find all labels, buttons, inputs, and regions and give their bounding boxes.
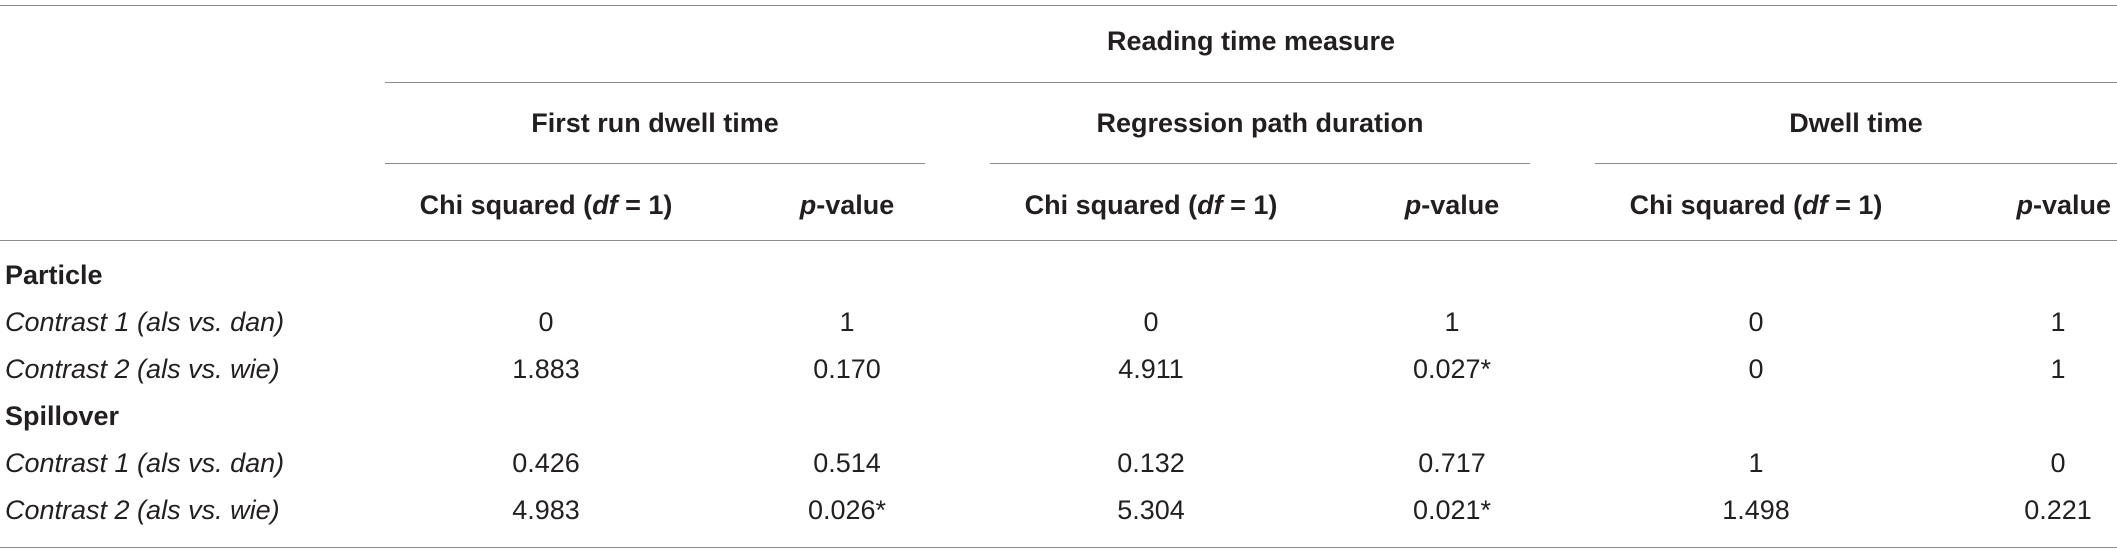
cell-value: 1	[839, 307, 855, 337]
header-bottom-rule	[0, 240, 2117, 241]
cell-value: 4.911	[1118, 354, 1184, 384]
measure-header-first-run: First run dwell time	[531, 108, 779, 138]
measure-header-dwell: Dwell time	[1789, 108, 1923, 138]
group-rule	[385, 82, 2117, 83]
top-rule	[0, 5, 2117, 6]
cell-value: 0	[1748, 354, 1764, 384]
row-label: Contrast 1 (als vs. dan)	[5, 307, 285, 337]
cell-value: 1	[2050, 307, 2066, 337]
chi-label-pre: Chi squared (	[1629, 190, 1803, 220]
measure-rule-dwell	[1595, 163, 2117, 164]
p-italic: p	[799, 190, 817, 220]
col-header-chi-2: Chi squared (df = 1)	[1025, 189, 1278, 221]
chi-label-post: = 1)	[1222, 190, 1278, 220]
col-header-chi-1: Chi squared (df = 1)	[420, 189, 673, 221]
row-label: Contrast 2 (als vs. wie)	[5, 495, 280, 525]
row-label: Contrast 2 (als vs. wie)	[5, 354, 280, 384]
col-header-p-3: p-value	[2016, 189, 2111, 221]
cell-value: 0.717	[1418, 448, 1486, 478]
section-title-particle: Particle	[5, 260, 103, 290]
cell-value: 1	[1444, 307, 1460, 337]
chi-label-pre: Chi squared (	[1024, 190, 1198, 220]
cell-value: 0.514	[813, 448, 881, 478]
cell-value: 5.304	[1117, 495, 1185, 525]
measure-rule-first-run	[385, 163, 925, 164]
df-label: df	[1197, 190, 1223, 220]
measure-rule-regression	[990, 163, 1530, 164]
cell-value: 1	[2050, 354, 2066, 384]
col-header-p-2: p-value	[1405, 189, 1500, 221]
cell-value: 1.498	[1722, 495, 1790, 525]
cell-value: 1.883	[512, 354, 580, 384]
cell-value: 0	[538, 307, 554, 337]
p-rest: -value	[1421, 190, 1500, 220]
p-italic: p	[2016, 190, 2033, 220]
cell-value: 0	[1143, 307, 1159, 337]
df-label: df	[592, 190, 618, 220]
group-header: Reading time measure	[1106, 26, 1396, 56]
cell-value: 0.132	[1117, 448, 1185, 478]
measure-header-regression: Regression path duration	[1096, 108, 1424, 138]
chi-label-post: = 1)	[1827, 190, 1883, 220]
cell-value: 0.221	[2024, 495, 2092, 525]
cell-value: 1	[1748, 448, 1764, 478]
chi-label-pre: Chi squared (	[419, 190, 593, 220]
cell-value: 0.026*	[807, 495, 887, 525]
cell-value: 0.027*	[1412, 354, 1492, 384]
bottom-rule	[0, 547, 2117, 548]
p-rest: -value	[816, 190, 895, 220]
cell-value: 0	[2050, 448, 2066, 478]
col-header-p-1: p-value	[800, 189, 895, 221]
cell-value: 0.170	[813, 354, 881, 384]
cell-value: 0.021*	[1412, 495, 1492, 525]
col-header-chi-3: Chi squared (df = 1)	[1630, 189, 1883, 221]
row-label: Contrast 1 (als vs. dan)	[5, 448, 285, 478]
cell-value: 4.983	[512, 495, 580, 525]
section-title-spillover: Spillover	[5, 401, 120, 431]
cell-value: 0	[1748, 307, 1764, 337]
df-label: df	[1802, 190, 1828, 220]
chi-label-post: = 1)	[617, 190, 673, 220]
cell-value: 0.426	[512, 448, 580, 478]
p-italic: p	[1404, 190, 1422, 220]
p-rest: -value	[2032, 190, 2111, 220]
